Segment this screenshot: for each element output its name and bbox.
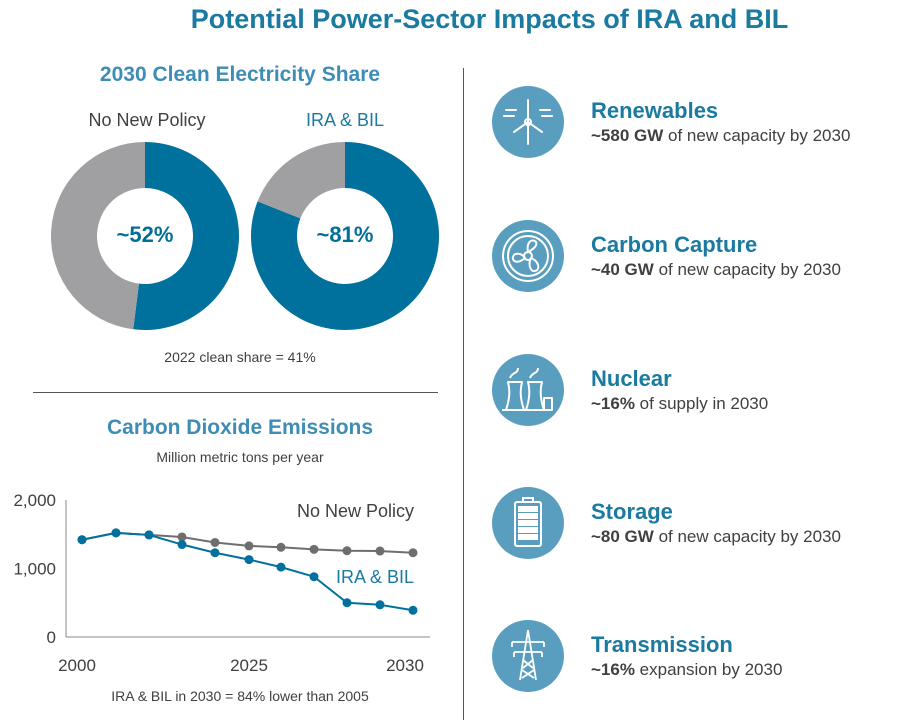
carbon-capture-icon xyxy=(492,220,564,292)
series-point-0 xyxy=(177,532,187,542)
donut-slice-clean xyxy=(250,142,440,330)
emissions-subtitle: Million metric tons per year xyxy=(156,449,324,465)
impact-desc-storage: ~80 GW of new capacity by 2030 xyxy=(591,527,841,547)
series-point-1 xyxy=(309,572,319,582)
impact-desc-carbon-capture: ~40 GW of new capacity by 2030 xyxy=(591,260,841,280)
impact-transmission xyxy=(492,620,564,692)
series-point-1 xyxy=(210,548,220,558)
horizontal-divider xyxy=(33,392,438,393)
wind-turbine-icon xyxy=(492,86,564,158)
donut-slice-other xyxy=(257,142,345,219)
impact-text-transmission: expansion by 2030 xyxy=(634,660,783,679)
series-point-0 xyxy=(276,542,286,552)
impact-value-renewables: ~580 GW xyxy=(591,126,664,145)
vertical-divider xyxy=(463,68,464,720)
impact-value-nuclear: ~16% xyxy=(591,394,635,413)
impact-nuclear xyxy=(492,354,564,426)
series-label-no-new-policy: No New Policy xyxy=(297,501,414,521)
y-tick-label: 2,000 xyxy=(13,491,56,510)
series-point-0 xyxy=(244,541,254,551)
impact-text-carbon-capture: of new capacity by 2030 xyxy=(653,260,841,279)
donut-chart-ira-bil xyxy=(250,142,440,330)
series-point-0 xyxy=(309,544,319,554)
impact-value-transmission: ~16% xyxy=(591,660,635,679)
clean-share-note: 2022 clean share = 41% xyxy=(164,349,316,365)
donut-slice-clean xyxy=(133,142,239,330)
series-point-1 xyxy=(244,555,254,565)
donut-label-ira-bil: IRA & BIL xyxy=(305,110,385,130)
transmission-tower-icon xyxy=(492,620,564,692)
donut-center-ira-bil: ~81% xyxy=(316,222,374,247)
emissions-note: IRA & BIL in 2030 = 84% lower than 2005 xyxy=(111,688,369,704)
series-point-1 xyxy=(342,598,352,608)
series-point-1 xyxy=(276,562,286,572)
impact-title-transmission: Transmission xyxy=(591,632,733,657)
series-point-1 xyxy=(408,605,418,615)
impact-title-carbon-capture: Carbon Capture xyxy=(591,232,758,257)
impact-carbon-capture xyxy=(492,220,564,292)
series-label-ira-bil: IRA & BIL xyxy=(336,567,414,587)
impact-text-renewables: of new capacity by 2030 xyxy=(663,126,851,145)
emissions-title: Carbon Dioxide Emissions xyxy=(106,416,374,439)
clean-share-title: 2030 Clean Electricity Share xyxy=(99,63,381,86)
series-point-1 xyxy=(375,600,385,610)
impact-storage xyxy=(492,487,564,559)
series-point-1 xyxy=(177,540,187,550)
series-point-0 xyxy=(210,537,220,547)
series-point-1 xyxy=(144,530,154,540)
donut-center-no-new-policy: ~52% xyxy=(116,222,174,247)
impact-value-carbon-capture: ~40 GW xyxy=(591,260,654,279)
x-tick-label: 2025 xyxy=(230,656,268,675)
page-title: Potential Power-Sector Impacts of IRA an… xyxy=(190,4,789,34)
nuclear-plant-icon xyxy=(492,354,564,426)
x-tick-label: 2000 xyxy=(58,656,96,675)
series-point-0 xyxy=(375,546,385,556)
emissions-line-chart: 0 1,000 2,000 2000 2025 2030 No New Policy IRA … xyxy=(13,491,430,675)
series-point-1 xyxy=(111,528,121,538)
donut-chart-no-new-policy xyxy=(50,142,239,330)
series-point-1 xyxy=(77,535,87,545)
impact-renewables xyxy=(492,86,564,158)
impact-desc-nuclear: ~16% of supply in 2030 xyxy=(591,394,768,414)
series-point-0 xyxy=(408,548,418,558)
y-tick-label: 1,000 xyxy=(13,560,56,579)
y-tick-label: 0 xyxy=(47,628,56,647)
battery-icon xyxy=(492,487,564,559)
impact-title-storage: Storage xyxy=(591,499,673,524)
donut-label-no-new-policy: No New Policy xyxy=(88,110,206,130)
impact-desc-renewables: ~580 GW of new capacity by 2030 xyxy=(591,126,850,146)
series-point-0 xyxy=(342,546,352,556)
impact-text-storage: of new capacity by 2030 xyxy=(653,527,841,546)
impact-value-storage: ~80 GW xyxy=(591,527,654,546)
impact-text-nuclear: of supply in 2030 xyxy=(634,394,769,413)
impact-title-nuclear: Nuclear xyxy=(591,366,672,391)
impact-title-renewables: Renewables xyxy=(591,98,719,123)
x-tick-label: 2030 xyxy=(386,656,424,675)
impact-desc-transmission: ~16% expansion by 2030 xyxy=(591,660,782,680)
donut-slice-other xyxy=(50,142,145,330)
